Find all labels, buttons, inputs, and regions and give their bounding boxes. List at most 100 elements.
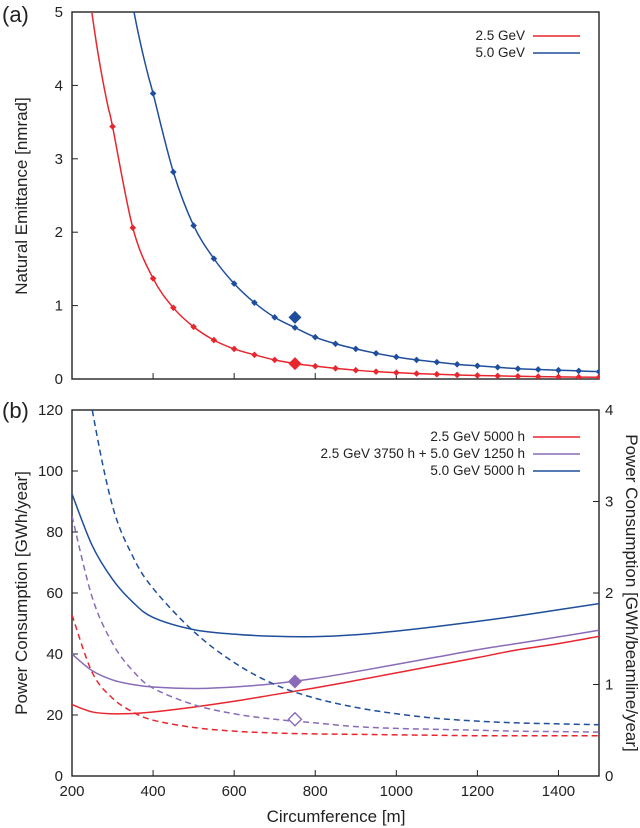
series-5-0-gev-point-21 bbox=[575, 367, 583, 375]
a-ytick-label-1: 1 bbox=[55, 298, 63, 315]
panel-a-legend: 2.5 GeV 5.0 GeV bbox=[475, 28, 580, 60]
series-5-0-gev-point-15 bbox=[453, 361, 461, 368]
series-2-5-gev-point-22 bbox=[555, 373, 562, 379]
series-5-0-gev-point-18 bbox=[514, 365, 522, 373]
legend-b-mixed-label: 2.5 GeV 3750 h + 5.0 GeV 1250 h bbox=[320, 446, 525, 461]
series-5-0-gev-point-9 bbox=[332, 340, 339, 348]
b-xtick-label-1: 400 bbox=[141, 783, 166, 800]
series-2-5-gev-3750-h-5-0-gev-1250-h-solid bbox=[72, 629, 599, 690]
series-2-5-gev-point-6 bbox=[230, 345, 238, 353]
b-xtick-label-4: 1000 bbox=[380, 783, 413, 800]
series-2-5-gev-point-18 bbox=[474, 372, 481, 379]
series-2-5-gev-point-10 bbox=[311, 362, 319, 370]
legend-b-5-0gev-5000h-label: 5.0 GeV 5000 h bbox=[430, 463, 525, 478]
series-2-5-gev-3750-h-5-0-gev-1250-h-dashed bbox=[72, 515, 599, 733]
series-2-5-gev-point-5 bbox=[210, 336, 218, 344]
b-xtick-label-5: 1200 bbox=[461, 783, 494, 800]
series-2-5-gev-point-24 bbox=[595, 373, 599, 379]
series-5-0-gev-point-16 bbox=[474, 362, 481, 370]
legend-a-5-0gev-label: 5.0 GeV bbox=[475, 45, 525, 60]
series-5-0-gev-point-2 bbox=[190, 222, 197, 229]
series-5-0-gev-point-10 bbox=[352, 345, 360, 353]
series-5-0-gev-point-0 bbox=[149, 90, 157, 97]
series-2-5-gev-point-19 bbox=[494, 372, 501, 379]
b-ytick-label-1: 20 bbox=[46, 707, 63, 724]
b-xtick-label-6: 1400 bbox=[542, 783, 575, 800]
series-2-5-gev-highlight bbox=[288, 357, 302, 371]
series-5-0-gev-point-5 bbox=[251, 299, 258, 306]
series-2-5-gev-point-3 bbox=[170, 304, 177, 312]
series-5-0-gev-point-22 bbox=[595, 368, 599, 375]
series-2-5-gev-point-23 bbox=[575, 373, 583, 379]
b-ytick-label-4: 80 bbox=[46, 524, 63, 541]
series-5-0-gev-point-13 bbox=[413, 356, 420, 364]
series-5-0-gev-5000-h-dashed bbox=[91, 410, 599, 726]
series-2-5-gev-point-8 bbox=[271, 356, 278, 364]
b-y2tick-label-1: 1 bbox=[605, 677, 613, 694]
a-ytick-label-5: 5 bbox=[55, 4, 63, 21]
series-2-5-gev-point-1 bbox=[129, 224, 137, 232]
series-5-0-gev-5000-h-solid bbox=[72, 493, 599, 638]
series-2-5-gev-point-16 bbox=[433, 371, 441, 378]
series-2-5-gev-5000-h-dashed bbox=[72, 614, 599, 737]
a-ytick-label-4: 4 bbox=[55, 77, 63, 94]
b-xtick-label-3: 800 bbox=[303, 783, 328, 800]
panel-a-plot-area bbox=[91, 12, 599, 379]
series-2-5-gev-point-4 bbox=[190, 323, 197, 331]
panel-a-ticks: 0 1 2 3 4 5 bbox=[55, 4, 559, 388]
series-5-0-gev-point-8 bbox=[311, 333, 319, 341]
b-y2tick-label-0: 0 bbox=[605, 768, 613, 785]
series-5-0-gev-point-3 bbox=[210, 255, 218, 262]
series-2-5-gev-point-21 bbox=[534, 373, 542, 379]
panel-a-frame bbox=[71, 11, 600, 380]
b-ytick-label-0: 0 bbox=[55, 768, 63, 785]
legend-a-2-5gev-label: 2.5 GeV bbox=[475, 28, 525, 43]
series-2-5-gev-point-12 bbox=[352, 366, 360, 374]
b-ytick-label-6: 120 bbox=[38, 402, 63, 419]
panel-b-xlabel: Circumference [m] bbox=[267, 807, 406, 826]
series-5-0-gev-point-14 bbox=[433, 358, 441, 366]
series-2-5-gev-point-15 bbox=[413, 370, 420, 377]
a-ytick-label-2: 2 bbox=[55, 224, 63, 241]
series-2-5-gev-point-20 bbox=[514, 372, 522, 379]
series-2-5-gev-point-7 bbox=[251, 351, 258, 359]
panel-b-plot-area bbox=[72, 410, 599, 737]
panel-b-ylabel: Power Consumption [GWh/year] bbox=[12, 471, 31, 715]
a-ytick-label-3: 3 bbox=[55, 151, 63, 168]
b-xtick-label-2: 600 bbox=[222, 783, 247, 800]
series-2-5-gev-3750-h-5-0-gev-1250-h-highlight-solid bbox=[287, 674, 302, 689]
series-2-5-gev-point-2 bbox=[149, 275, 157, 282]
series-5-0-gev-point-20 bbox=[555, 366, 562, 374]
panel-b-y2label: Power Consumption [GWh/beamline/year] bbox=[622, 434, 640, 751]
b-ytick-label-5: 100 bbox=[38, 463, 63, 480]
series-5-0-gev-point-11 bbox=[372, 350, 380, 357]
legend-b-2-5gev-5000h-label: 2.5 GeV 5000 h bbox=[430, 429, 525, 444]
series-2-5-gev-3750-h-5-0-gev-1250-h-highlight-dashed bbox=[287, 711, 303, 727]
series-5-0-gev-point-4 bbox=[230, 280, 238, 287]
b-xtick-label-0: 200 bbox=[59, 783, 84, 800]
series-5-0-gev-point-7 bbox=[291, 324, 299, 331]
series-2-5-gev-point-11 bbox=[332, 365, 339, 372]
series-2-5-gev-point-13 bbox=[372, 368, 380, 375]
panel-b-legend: 2.5 GeV 5000 h 2.5 GeV 3750 h + 5.0 GeV … bbox=[320, 429, 580, 478]
panel-a-ylabel: Natural Emittance [nmrad] bbox=[12, 97, 31, 294]
b-y2tick-label-3: 3 bbox=[605, 494, 613, 511]
series-5-0-gev-point-19 bbox=[534, 366, 542, 373]
panel-a: (a) 0 1 2 3 4 5 Natural Emittance [nmrad] 2.5… bbox=[2, 2, 600, 388]
series-5-0-gev-highlight bbox=[288, 310, 302, 324]
series-5-0-gev-point-6 bbox=[271, 314, 278, 321]
panel-a-label: (a) bbox=[2, 2, 29, 27]
b-y2tick-label-4: 4 bbox=[605, 402, 613, 419]
series-2-5-gev-point-0 bbox=[109, 123, 116, 130]
series-2-5-gev-5000-h-solid bbox=[72, 635, 599, 715]
b-ytick-label-3: 60 bbox=[46, 585, 63, 602]
b-y2tick-label-2: 2 bbox=[605, 585, 613, 602]
series-5-0-gev-point-12 bbox=[393, 353, 400, 361]
series-2-5-gev-point-17 bbox=[453, 371, 461, 379]
series-5-0-gev-point-1 bbox=[170, 168, 177, 176]
a-ytick-label-0: 0 bbox=[55, 371, 63, 388]
b-ytick-label-2: 40 bbox=[46, 646, 63, 663]
